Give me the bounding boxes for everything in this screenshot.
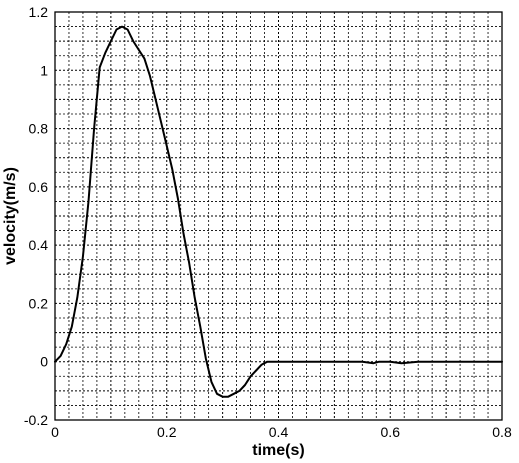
y-axis-label: velocity(m/s): [2, 167, 19, 265]
y-tick-label: 0.4: [29, 237, 49, 253]
x-tick-label: 0.4: [269, 424, 289, 440]
y-tick-label: 1.2: [29, 4, 49, 20]
plot-frame: [54, 11, 503, 421]
y-tick-label: 0.8: [29, 121, 49, 137]
y-tick-label: 0.6: [29, 179, 49, 195]
y-tick-label: 0: [40, 354, 48, 370]
x-tick-label: 0.6: [381, 424, 401, 440]
x-tick-labels: 0 0.2 0.4 0.6 0.8: [51, 424, 512, 440]
x-tick-label: 0: [51, 424, 59, 440]
y-tick-label: 0.2: [29, 295, 49, 311]
y-tick-label: -0.2: [24, 412, 48, 428]
velocity-series-line: [54, 25, 503, 398]
y-tick-labels: -0.2 0 0.2 0.4 0.6 0.8 1 1.2: [24, 4, 48, 428]
x-axis-label: time(s): [252, 442, 304, 459]
x-tick-label: 0.2: [157, 424, 177, 440]
x-tick-label: 0.8: [492, 424, 512, 440]
grid-lines: [55, 12, 502, 420]
y-tick-label: 1: [40, 62, 48, 78]
